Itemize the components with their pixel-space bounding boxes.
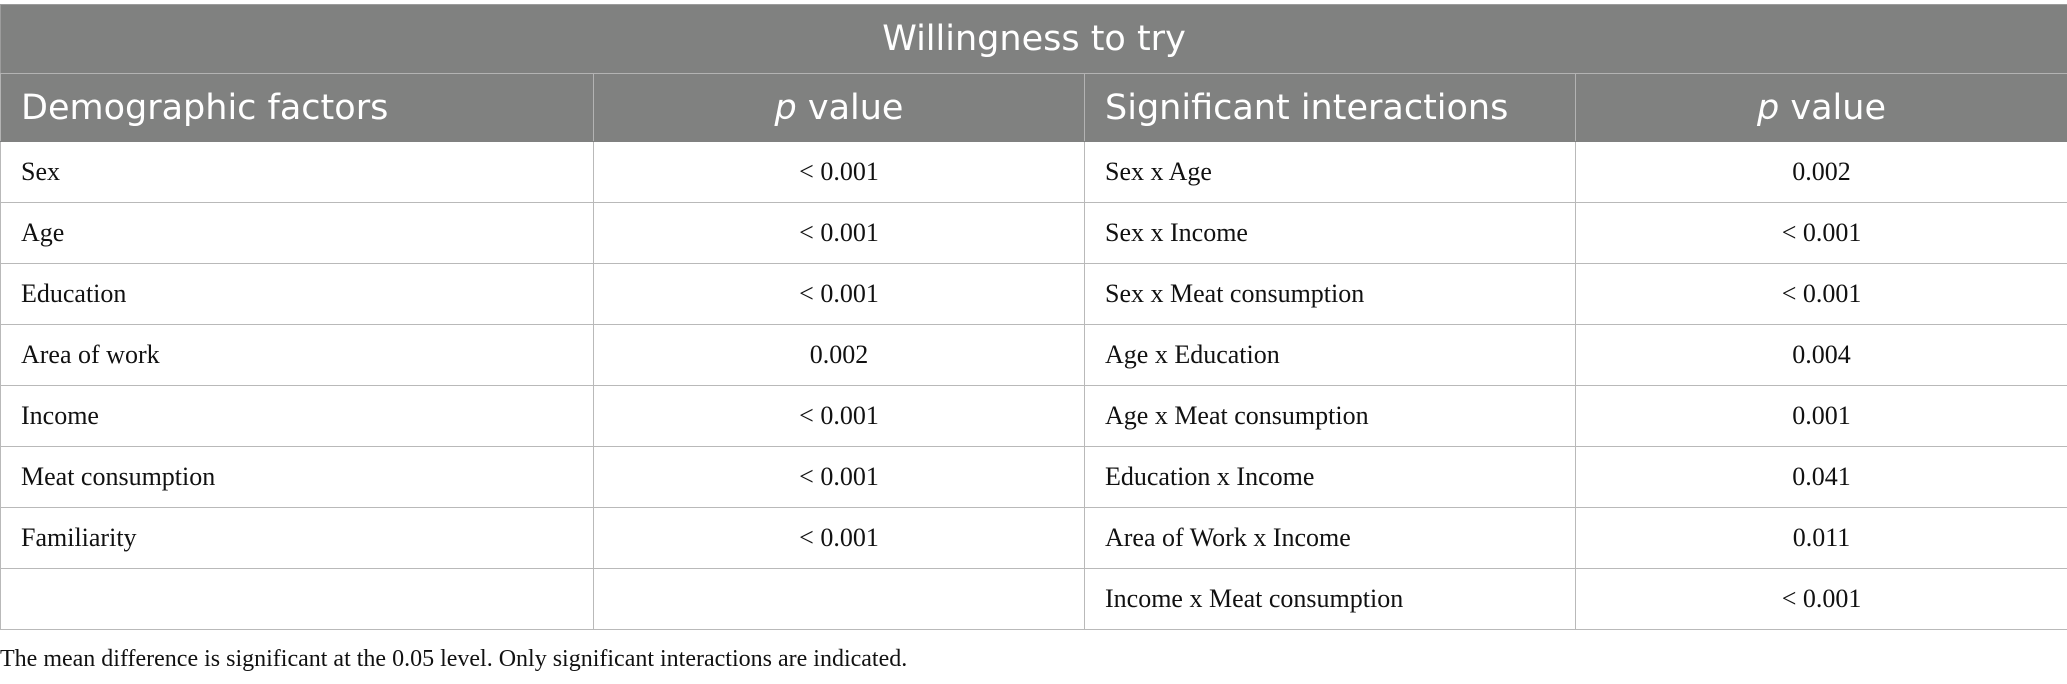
interaction-cell: Sex x Income [1084, 202, 1576, 264]
interaction-p-cell: 0.002 [1574, 141, 2067, 203]
header-value-text: value [796, 87, 904, 128]
table-row: Income < 0.001 Age x Meat consumption 0.… [0, 385, 2067, 447]
header-factor-p-value: p value [593, 73, 1085, 142]
factor-cell: Sex [0, 141, 594, 203]
factor-p-cell: 0.002 [593, 324, 1085, 386]
table-row: Income x Meat consumption < 0.001 [0, 568, 2067, 630]
table-title: Willingness to try [0, 4, 2067, 74]
table-row: Area of work 0.002 Age x Education 0.004 [0, 324, 2067, 386]
factor-cell: Education [0, 263, 594, 325]
factor-p-cell: < 0.001 [593, 446, 1085, 508]
interaction-cell: Age x Meat consumption [1084, 385, 1576, 447]
interaction-p-cell: < 0.001 [1574, 263, 2067, 325]
factor-p-cell: < 0.001 [593, 385, 1085, 447]
table-row: Familiarity < 0.001 Area of Work x Incom… [0, 507, 2067, 569]
interaction-p-cell: 0.011 [1574, 507, 2067, 569]
factor-p-cell: < 0.001 [593, 263, 1085, 325]
factor-p-cell [593, 568, 1085, 630]
factor-cell [0, 568, 594, 630]
header-value-text: value [1779, 87, 1886, 128]
results-table: Willingness to try Demographic factors p… [0, 4, 2067, 630]
interaction-p-cell: 0.041 [1574, 446, 2067, 508]
interaction-cell: Age x Education [1084, 324, 1576, 386]
column-header-row: Demographic factors p value Significant … [0, 73, 2067, 142]
header-significant-interactions: Significant interactions [1084, 73, 1576, 142]
table-title-row: Willingness to try [0, 4, 2067, 74]
interaction-cell: Income x Meat consumption [1084, 568, 1576, 630]
interaction-p-cell: 0.004 [1574, 324, 2067, 386]
table-row: Age < 0.001 Sex x Income < 0.001 [0, 202, 2067, 264]
interaction-p-cell: 0.001 [1574, 385, 2067, 447]
interaction-p-cell: < 0.001 [1574, 568, 2067, 630]
interaction-cell: Area of Work x Income [1084, 507, 1576, 569]
factor-cell: Area of work [0, 324, 594, 386]
header-interaction-p-value: p value [1574, 73, 2067, 142]
interaction-cell: Education x Income [1084, 446, 1576, 508]
interaction-cell: Sex x Age [1084, 141, 1576, 203]
header-demographic-factors: Demographic factors [0, 73, 594, 142]
interaction-p-cell: < 0.001 [1574, 202, 2067, 264]
header-p-italic: p [774, 87, 797, 128]
factor-cell: Familiarity [0, 507, 594, 569]
interaction-cell: Sex x Meat consumption [1084, 263, 1576, 325]
table-row: Education < 0.001 Sex x Meat consumption… [0, 263, 2067, 325]
factor-cell: Age [0, 202, 594, 264]
header-p-italic: p [1757, 87, 1780, 128]
table-footnote: The mean difference is significant at th… [0, 646, 908, 672]
factor-cell: Income [0, 385, 594, 447]
factor-p-cell: < 0.001 [593, 202, 1085, 264]
factor-cell: Meat consumption [0, 446, 594, 508]
table-row: Sex < 0.001 Sex x Age 0.002 [0, 141, 2067, 203]
factor-p-cell: < 0.001 [593, 507, 1085, 569]
table-row: Meat consumption < 0.001 Education x Inc… [0, 446, 2067, 508]
factor-p-cell: < 0.001 [593, 141, 1085, 203]
